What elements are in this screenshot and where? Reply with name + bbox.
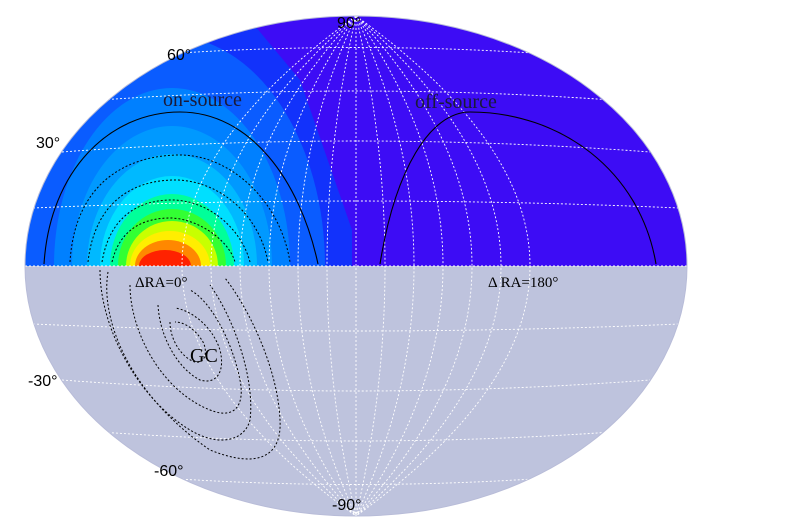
meridian-line [355, 16, 444, 516]
meridian-line [355, 16, 531, 516]
contour-line [129, 284, 242, 414]
contour-line [69, 154, 291, 263]
on-source-label: on-source [163, 89, 242, 111]
off-source-label: off-source [415, 91, 497, 113]
meridian-line [326, 16, 357, 516]
lat-label-minus-30: -30° [28, 373, 58, 390]
off-source-outline [379, 111, 657, 265]
contour-line [169, 321, 206, 363]
lat-label-minus-90: -90° [332, 497, 362, 514]
meridian-line [355, 16, 473, 516]
contour-line [99, 269, 252, 441]
region-outlines [43, 111, 657, 265]
parallel-line [99, 90, 613, 101]
meridian-line [355, 16, 386, 516]
contour-line [87, 179, 269, 263]
lat-label-90: 90° [337, 15, 361, 32]
graticule [25, 16, 687, 516]
gc-contours [69, 154, 291, 460]
ra-label-on: ΔRA=0° [135, 275, 187, 291]
ra-label-off: Δ RA=180° [488, 275, 558, 291]
meridian-line [355, 16, 502, 516]
lat-label-60: 60° [167, 47, 191, 64]
contour-line [101, 199, 251, 263]
parallel-line [149, 47, 563, 56]
meridian-line [181, 16, 357, 516]
galactic-center-label: GC [190, 345, 218, 367]
on-source-outline [43, 111, 319, 265]
parallel-line [149, 476, 563, 485]
meridian-line [239, 16, 357, 516]
equator-cut [25, 266, 687, 516]
meridian-line [268, 16, 357, 516]
meridian-line [210, 16, 357, 516]
map-border [24, 15, 688, 517]
lat-label-30: 30° [36, 135, 60, 152]
lat-label-minus-60: -60° [154, 463, 184, 480]
contour-line [157, 304, 223, 382]
contour-line [106, 271, 281, 460]
